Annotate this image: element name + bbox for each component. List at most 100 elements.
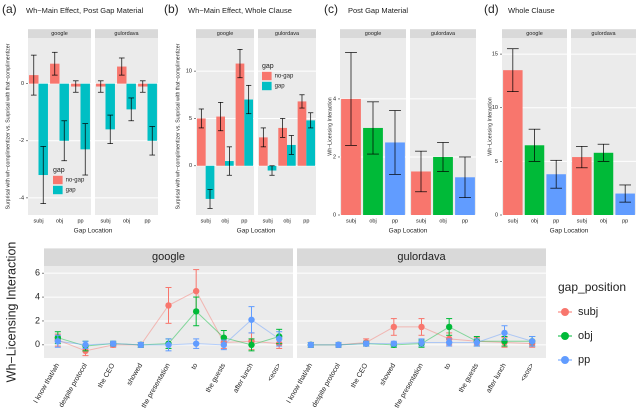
x-tick-label: pp [144,218,150,224]
point [418,323,425,331]
legend-key [561,332,569,340]
x-tick-label: I know that/wh [286,362,314,404]
y-tick-label: 15 [492,52,498,58]
bar [385,142,405,215]
x-tick-label: after lunch [232,362,254,394]
y-tick-label: 2 [35,315,40,325]
x-tick-label: subj [201,218,211,224]
panel-tag: (b) [164,2,179,16]
point [248,316,255,323]
x-tick-label: pp [77,218,83,224]
x-tick-label: pp [392,218,398,224]
chart-title: Whole Clause [508,6,555,15]
x-tick-label: obj [221,218,228,224]
bar [297,101,307,166]
legend-label: no-gap [66,178,85,184]
y-axis-label: Surprisal with wh−complimentizer vs. Sur… [5,43,11,209]
y-axis-label: Wh−Licensing Interaction [4,242,18,383]
y-tick-label: 5 [495,159,498,165]
x-tick-label: pp [241,218,247,224]
legend-title: gap [262,63,274,70]
legend-key [53,175,63,185]
legend-label: subj [578,306,598,318]
bar [306,120,316,166]
legend-label: no-gap [275,74,294,80]
x-tick-label: I know that/wh [33,362,61,404]
x-tick-label: pp [303,218,309,224]
point [192,308,200,315]
point [192,287,200,295]
bar [546,174,566,215]
x-tick-label: showed [379,362,397,386]
y-axis-label: Surprisal with wh−complimentizer vs. Sur… [175,43,181,209]
y-tick-label: 6 [35,268,40,278]
bar [593,152,614,215]
y-tick-label: 0 [189,163,192,169]
point [109,340,117,347]
bar [205,165,215,199]
facet-strip [410,29,476,38]
bar [126,83,136,110]
facet-label: gulordava [114,31,139,37]
x-tick-label: the presentation [141,362,172,409]
chart-title: Wh−Main Effect, Post Gap Material [26,6,144,15]
point [137,341,145,349]
x-tick-label: <eos> [520,362,536,382]
bar [38,83,48,176]
bar [147,83,157,141]
bar [615,193,635,215]
x-tick-label: obj [283,218,290,224]
point [54,338,62,345]
x-axis-label: Gap Location [237,228,276,235]
x-tick-label: subj [263,218,273,224]
legend-title: gap_position [558,280,626,294]
bar [524,145,545,215]
x-axis-label: Gap Location [389,228,428,235]
bar [341,98,361,215]
x-tick-label: pp [622,218,628,224]
y-tick-label: 0 [21,81,24,87]
x-tick-label: pp [462,218,468,224]
legend-key [561,356,569,364]
point [82,341,89,349]
facet-label: google [526,31,543,37]
point [362,340,370,347]
x-tick-label: the CEO [97,362,117,389]
legend-label: obj [578,330,593,342]
x-tick-label: <eos> [267,362,283,382]
bar [105,83,115,130]
facet-strip [44,248,293,266]
x-tick-label: the CEO [350,362,370,389]
bar [235,63,245,166]
x-axis-label: Gap Location [550,228,589,235]
x-tick-label: subj [508,218,518,224]
y-tick-label: 2 [333,154,336,160]
x-tick-label: obj [600,218,607,224]
point [165,341,172,349]
x-tick-label: showed [126,362,144,386]
facet-strip [28,29,91,38]
bar [572,157,592,215]
legend-label: gap [275,84,286,90]
x-tick-label: to [444,362,453,371]
facet-label: gulordava [397,251,446,263]
x-tick-label: subj [577,218,587,224]
y-tick-label: 10 [186,69,192,75]
point [418,339,425,346]
x-tick-label: despite protocol [311,362,342,409]
y-axis-label: Wh−Licensing Interaction [327,97,333,156]
y-tick-label: 0 [35,339,40,349]
panel-tag: (c) [324,2,338,16]
y-tick-label: 0 [333,212,336,218]
x-tick-label: pp [553,218,559,224]
facet-strip [502,29,567,38]
point [528,338,536,345]
chart-title: Post Gap Material [348,6,408,15]
facet-strip [571,29,636,38]
facet-strip [340,29,406,38]
facet-label: gulordava [275,31,300,37]
point [275,335,283,343]
point [501,329,508,337]
